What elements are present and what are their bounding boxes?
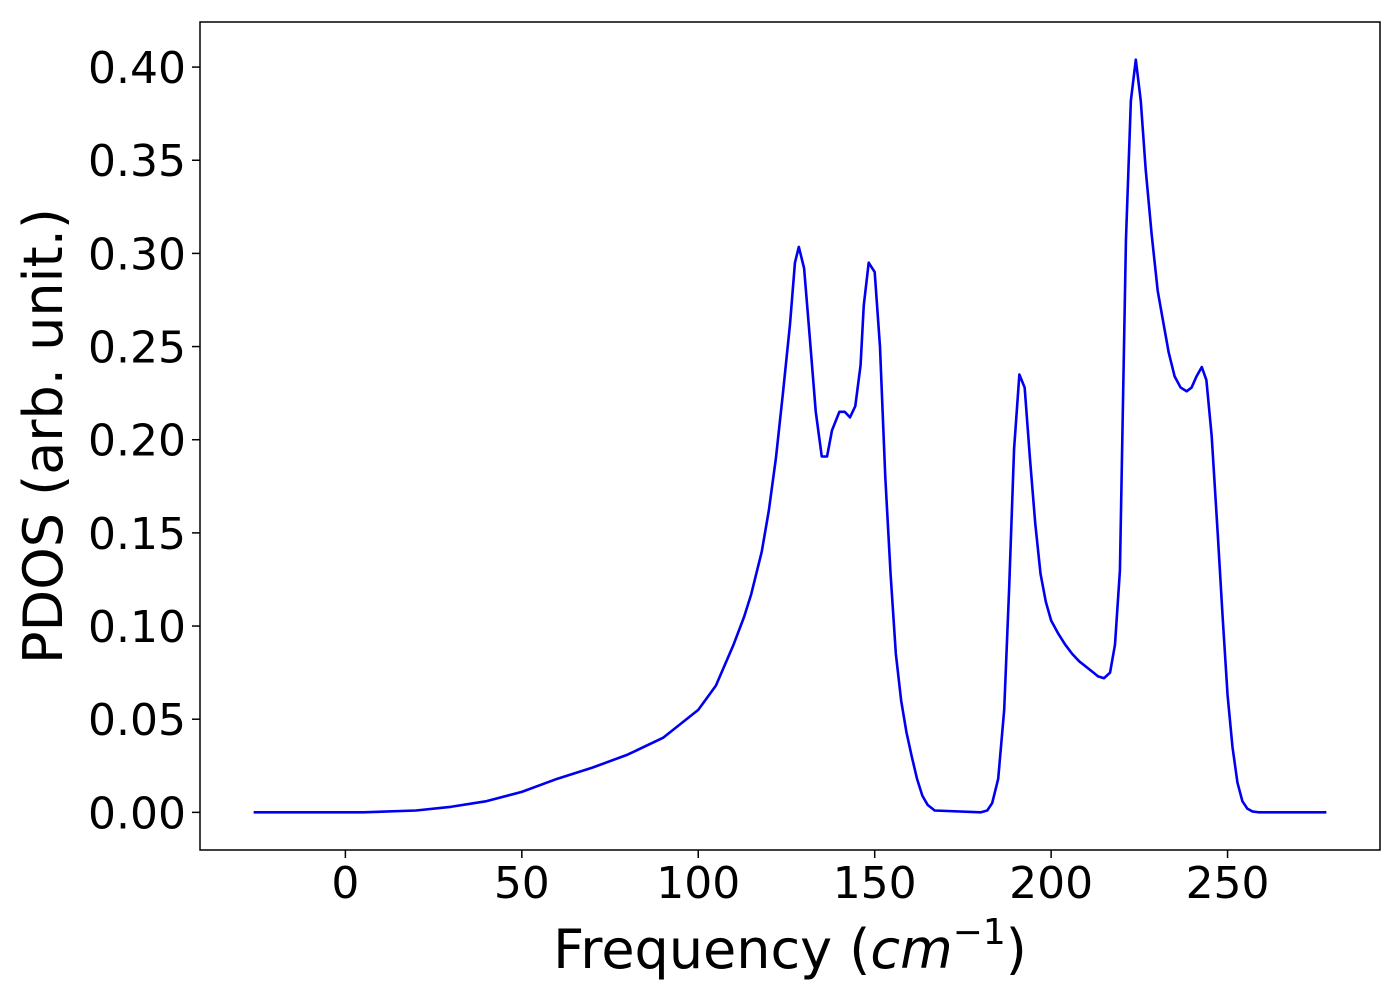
- y-tick-label: 0.00: [88, 788, 186, 839]
- y-tick-label: 0.30: [88, 229, 186, 280]
- x-label-exponent: −1: [953, 912, 1006, 953]
- x-label-prefix: Frequency (: [553, 918, 870, 981]
- x-label-unit: cm: [870, 918, 952, 981]
- y-axis-label: PDOS (arb. unit.): [12, 208, 75, 664]
- x-tick-label: 0: [331, 858, 359, 909]
- x-tick-label: 250: [1186, 858, 1270, 909]
- plot-frame: [199, 21, 1381, 851]
- x-label-suffix: ): [1006, 918, 1027, 981]
- y-tick-label: 0.05: [88, 695, 186, 746]
- x-tick-label: 50: [494, 858, 550, 909]
- x-tick-label: 150: [833, 858, 917, 909]
- y-tick-label: 0.40: [88, 43, 186, 94]
- y-tick-label: 0.20: [88, 416, 186, 467]
- y-tick-label: 0.35: [88, 136, 186, 187]
- y-tick-label: 0.10: [88, 602, 186, 653]
- y-tick-label: 0.25: [88, 323, 186, 374]
- data-line: [253, 58, 1327, 814]
- y-tick-label: 0.15: [88, 509, 186, 560]
- x-axis-label: Frequency (cm−1): [553, 912, 1027, 981]
- x-tick-label: 200: [1009, 858, 1093, 909]
- x-tick-label: 100: [656, 858, 740, 909]
